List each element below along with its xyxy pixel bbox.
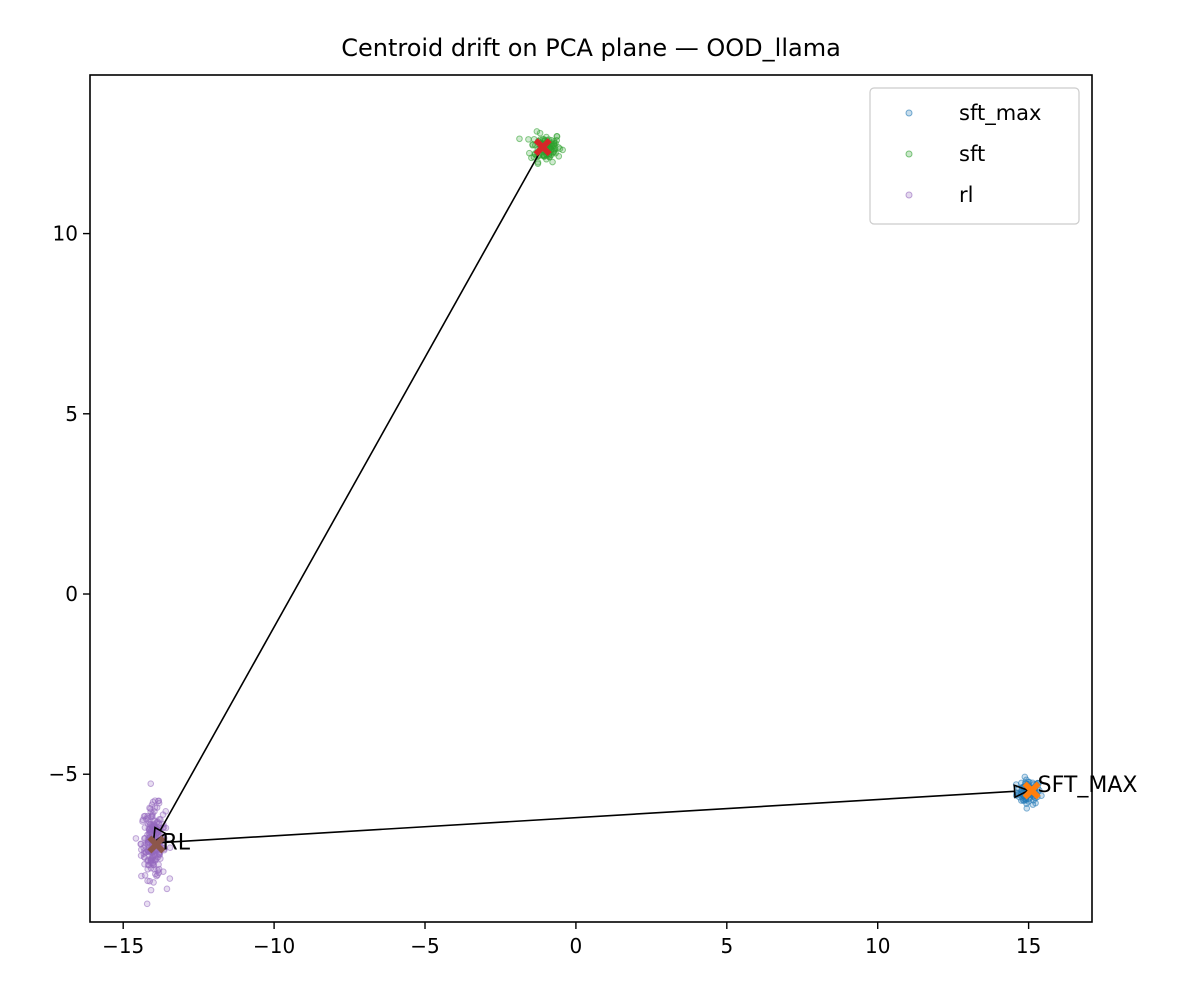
legend-label-sft: sft — [959, 142, 985, 166]
axes-layer: −15 −10 −5 0 5 10 15 −5 0 5 10 — [49, 222, 1042, 958]
scatter-point-sft — [555, 152, 563, 160]
scatter-point-sft — [540, 153, 548, 160]
scatter-point-sft — [548, 142, 556, 150]
legend-label-sft_max: sft_max — [959, 101, 1041, 126]
scatter-point-sft — [536, 129, 544, 137]
x-tick-label: −15 — [102, 934, 144, 958]
scatter-point-sft — [534, 160, 542, 168]
x-tick-label: 0 — [570, 934, 583, 958]
drift-arrow-line — [159, 146, 544, 831]
scatter-point-rl — [144, 866, 152, 873]
scatter-point-sft — [549, 158, 556, 166]
centroid-annotation: SFT_MAX — [1038, 773, 1138, 798]
scatter-point-rl — [141, 812, 149, 820]
scatter-point-rl — [141, 835, 148, 842]
drift-arrow-head — [1013, 784, 1031, 799]
scatter-point-rl — [150, 853, 158, 860]
y-tick-label: −5 — [49, 762, 78, 786]
drift-arrow-line — [159, 790, 1015, 844]
x-tick-label: 10 — [865, 934, 890, 958]
legend-label-rl: rl — [959, 183, 973, 207]
scatter-point-rl — [155, 869, 163, 876]
legend-marker-rl — [905, 191, 913, 199]
scatter-point-rl — [144, 877, 151, 885]
centroid-marker-rl — [147, 835, 166, 854]
x-tick-label: 5 — [720, 934, 733, 958]
legend-marker-sft — [905, 150, 913, 158]
legend-marker-sft_max — [905, 109, 913, 117]
legend-box — [869, 87, 1080, 225]
x-tick-label: −10 — [253, 934, 295, 958]
scatter-point-rl — [159, 811, 167, 818]
y-tick-label: 0 — [65, 582, 78, 606]
scatter-point-rl — [138, 872, 145, 880]
scatter-point-rl — [147, 780, 155, 787]
chart-title: Centroid drift on PCA plane — OOD_llama — [341, 34, 841, 62]
scatter-point-sft — [526, 149, 533, 157]
scatter-point-rl — [153, 804, 161, 811]
scatter-point-rl — [144, 857, 151, 865]
scatter-point-rl — [151, 866, 158, 873]
plot-frame — [89, 74, 1093, 923]
scatter-point-sft — [516, 135, 523, 143]
scatter-point-sft — [553, 133, 561, 140]
scatter-point-rl — [132, 835, 140, 842]
scatter-point-sft — [533, 128, 541, 135]
centroids-layer — [147, 138, 1041, 854]
scatter-point-rl — [166, 875, 174, 882]
centroid-marker-sft_max — [1022, 781, 1041, 800]
scatter-point-sft — [525, 136, 532, 143]
scatter-point-rl — [143, 900, 151, 908]
y-tick-label: 5 — [65, 402, 78, 426]
scatter-point-rl — [147, 805, 154, 812]
centroid-marker-sft — [533, 138, 552, 157]
x-tick-label: 15 — [1016, 934, 1041, 958]
scatter-point-rl — [163, 885, 171, 893]
scatter-point-sft — [529, 141, 536, 148]
scatter-point-rl — [137, 840, 144, 848]
scatter-point-sft — [559, 146, 566, 154]
annotations-layer: SFT_MAX RL — [162, 773, 1137, 856]
scatter-point-sft_max — [1030, 797, 1037, 804]
x-tick-label: −5 — [410, 934, 439, 958]
scatter-point-rl — [150, 879, 157, 886]
scatter-point-rl — [154, 818, 161, 825]
y-tick-label: 10 — [53, 222, 78, 246]
scatter-point-rl — [147, 886, 155, 894]
scatter-point-sft_max — [1023, 805, 1031, 812]
centroid-annotation: RL — [162, 831, 190, 856]
scatter-point-sft_max — [1021, 773, 1029, 781]
